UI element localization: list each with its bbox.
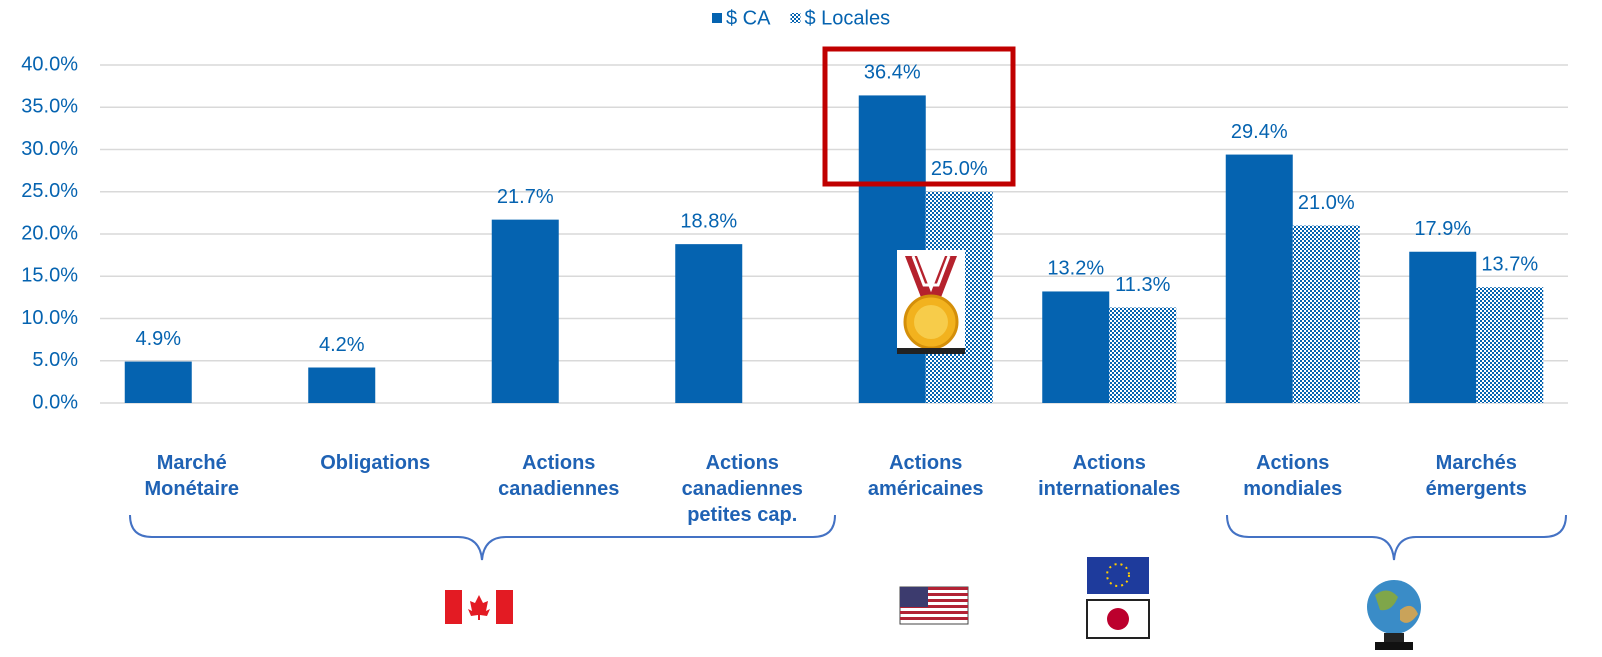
brace — [1227, 515, 1566, 560]
legend-swatch — [790, 13, 800, 23]
bar — [1042, 291, 1109, 403]
x-tick-label: Obligations — [290, 450, 460, 476]
y-tick-label: 10.0% — [21, 307, 78, 329]
bar — [1293, 226, 1360, 403]
value-label: 21.0% — [1298, 192, 1355, 214]
legend-swatch — [712, 13, 722, 23]
flag-usa — [900, 587, 968, 624]
y-tick-label: 15.0% — [21, 265, 78, 287]
y-tick-label: 0.0% — [32, 391, 78, 413]
bar — [1476, 287, 1543, 403]
medal-icon — [897, 250, 965, 354]
value-label: 18.8% — [680, 210, 737, 232]
flag-canada — [445, 590, 513, 624]
chart: 0.0% 5.0% 10.0% 15.0% 20.0% 25.0% 30.0% 35.0% 40… — [0, 0, 1602, 657]
x-tick-label: Actions canadiennes — [474, 450, 644, 502]
value-label: 25.0% — [931, 158, 988, 180]
x-tick-label: Marché Monétaire — [107, 450, 277, 502]
value-label: 29.4% — [1231, 121, 1288, 143]
y-tick-label: 40.0% — [21, 53, 78, 75]
x-tick-label: Actions internationales — [1024, 450, 1194, 502]
y-tick-label: 20.0% — [21, 222, 78, 244]
y-tick-label: 30.0% — [21, 138, 78, 160]
x-tick-label: Marchés émergents — [1391, 450, 1561, 502]
value-label: 4.9% — [135, 328, 181, 350]
y-tick-label: 5.0% — [32, 349, 78, 371]
bar — [1409, 252, 1476, 403]
x-tick-label: Actions américaines — [841, 450, 1011, 502]
value-label: 13.2% — [1047, 258, 1104, 280]
bar — [1226, 155, 1293, 403]
bar — [492, 220, 559, 403]
legend-label: $ CA — [726, 7, 771, 29]
page: 0.0% 5.0% 10.0% 15.0% 20.0% 25.0% 30.0% 35.0% 40… — [0, 0, 1602, 657]
bar — [308, 368, 375, 403]
value-label: 11.3% — [1115, 274, 1170, 296]
value-label: 4.2% — [319, 334, 365, 356]
y-tick-label: 35.0% — [21, 96, 78, 118]
bar — [675, 244, 742, 403]
flag-eu — [1087, 557, 1149, 594]
flag-japan — [1087, 600, 1149, 638]
value-label: 36.4% — [864, 62, 921, 84]
bar — [1109, 308, 1176, 403]
y-tick-label: 25.0% — [21, 180, 78, 202]
globe-icon — [1367, 580, 1421, 650]
legend-label: $ Locales — [804, 7, 890, 29]
value-label: 21.7% — [497, 186, 554, 208]
value-label: 17.9% — [1414, 218, 1471, 240]
x-tick-label: Actions canadiennes petites cap. — [657, 450, 827, 528]
x-tick-label: Actions mondiales — [1208, 450, 1378, 502]
bar — [125, 362, 192, 403]
value-label: 13.7% — [1481, 254, 1538, 276]
bar — [859, 95, 926, 403]
